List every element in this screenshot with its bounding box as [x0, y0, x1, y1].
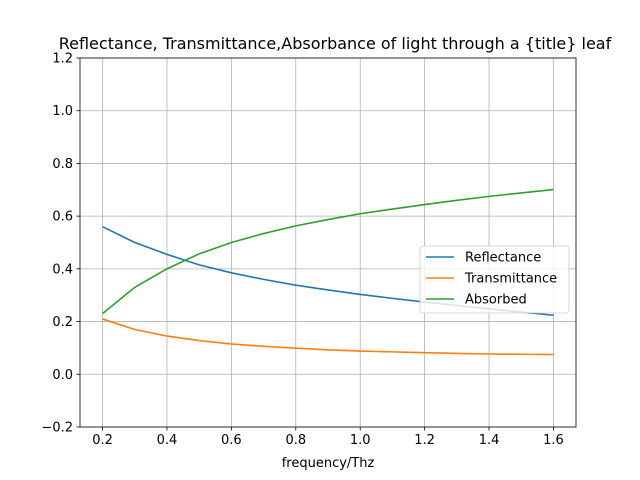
- x-tick-label: 0.2: [92, 433, 113, 448]
- legend-label: Absorbed: [465, 293, 527, 308]
- x-axis-label: frequency/Thz: [282, 456, 375, 471]
- series-line-absorbed: [102, 188, 554, 315]
- plot-frame: [79, 57, 577, 428]
- x-tick-label: 1.0: [350, 433, 371, 448]
- y-tick-label: 0.4: [52, 262, 73, 277]
- legend: Reflectance Transmittance Absorbed: [419, 245, 570, 314]
- x-tick-label: 1.2: [414, 433, 435, 448]
- chart-title: Reflectance, Transmittance,Absorbance of…: [59, 34, 612, 53]
- y-tick-label: 0.8: [52, 157, 73, 172]
- x-tick-label: 0.8: [285, 433, 306, 448]
- x-tick-label: 0.6: [221, 433, 242, 448]
- grid: [80, 57, 576, 428]
- series-line-transmittance: [102, 318, 554, 356]
- legend-label: Reflectance: [465, 251, 541, 266]
- legend-box: [419, 245, 570, 314]
- y-tick-label: 1.2: [52, 52, 73, 67]
- x-tick-label: 1.4: [479, 433, 500, 448]
- y-tick-label: 0.6: [52, 210, 73, 225]
- x-tick-label: 1.6: [543, 433, 564, 448]
- y-tick-label: 0.0: [52, 368, 73, 383]
- y-tick-label: −0.2: [41, 421, 73, 436]
- x-tick-label: 0.4: [157, 433, 178, 448]
- y-tick-label: 1.0: [52, 104, 73, 119]
- legend-label: Transmittance: [464, 272, 557, 287]
- y-tick-label: 0.2: [52, 315, 73, 330]
- y-axis-ticks: −0.2 0.0 0.2 0.4 0.6 0.8 1.0 1.2: [41, 52, 80, 436]
- x-axis-ticks: 0.2 0.4 0.6 0.8 1.0 1.2 1.4 1.6: [92, 427, 564, 448]
